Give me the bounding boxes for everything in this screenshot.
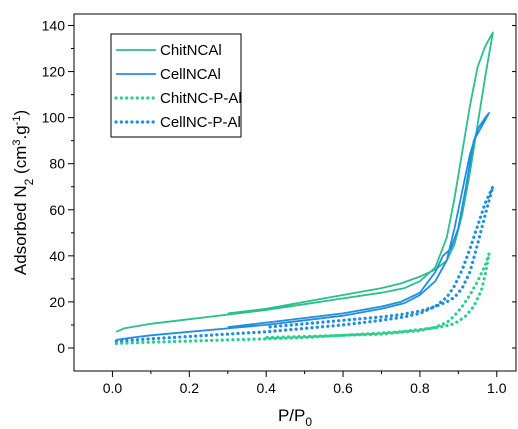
y-tick-label: 60 (49, 202, 65, 218)
y-tick-label: 40 (49, 248, 65, 264)
legend-box (110, 33, 242, 138)
x-tick-label: 0.4 (256, 380, 276, 396)
x-tick-label: 0.8 (410, 380, 430, 396)
plot-frame (73, 13, 517, 372)
y-tick-label: 20 (49, 294, 65, 310)
series-line-4 (114, 185, 495, 343)
y-axis-title-part: ) (11, 110, 30, 116)
x-tick-label: 0.6 (333, 380, 353, 396)
series-line-2 (116, 112, 490, 341)
legend-label: CellNCAl (160, 66, 221, 83)
x-axis-title-sub: 0 (305, 415, 312, 429)
legend-label: ChitNCAl (160, 42, 222, 59)
y-tick-label: 80 (49, 156, 65, 172)
y-axis-title-part: Adsorbed N (11, 185, 30, 275)
y-axis-title: Adsorbed N2 (cm3.g-1) (11, 110, 36, 275)
y-axis-title-part: (cm (11, 146, 30, 179)
series-line-3 (114, 251, 491, 345)
legend: ChitNCAl CellNCAl ChitNC-P-Al CellNC-P-Al (110, 33, 242, 138)
y-tick-label: 120 (42, 64, 66, 80)
x-tick-label: 0.0 (103, 380, 123, 396)
series-layer (114, 31, 495, 345)
axes-layer: 0.0 0.2 0.4 0.6 0.8 1.0 0 20 40 60 80 100 120 140 (42, 18, 516, 396)
y-axis-title-part: 2 (22, 178, 36, 185)
x-axis-title: P/P0 (278, 406, 312, 429)
y-axis-title-part: .g (11, 125, 30, 139)
y-axis-title-part: -1 (11, 116, 23, 126)
x-axis-title-main: P/P (278, 406, 305, 425)
x-tick-label: 0.2 (180, 380, 200, 396)
y-tick-label: 140 (42, 18, 66, 34)
legend-label: CellNC-P-Al (160, 114, 241, 131)
y-tick-label: 100 (42, 110, 66, 126)
y-tick-label: 0 (57, 340, 65, 356)
legend-label: ChitNC-P-Al (160, 90, 242, 107)
y-axis-title-part: 3 (11, 140, 23, 146)
series-line-1 (115, 31, 494, 333)
x-tick-label: 1.0 (487, 380, 507, 396)
